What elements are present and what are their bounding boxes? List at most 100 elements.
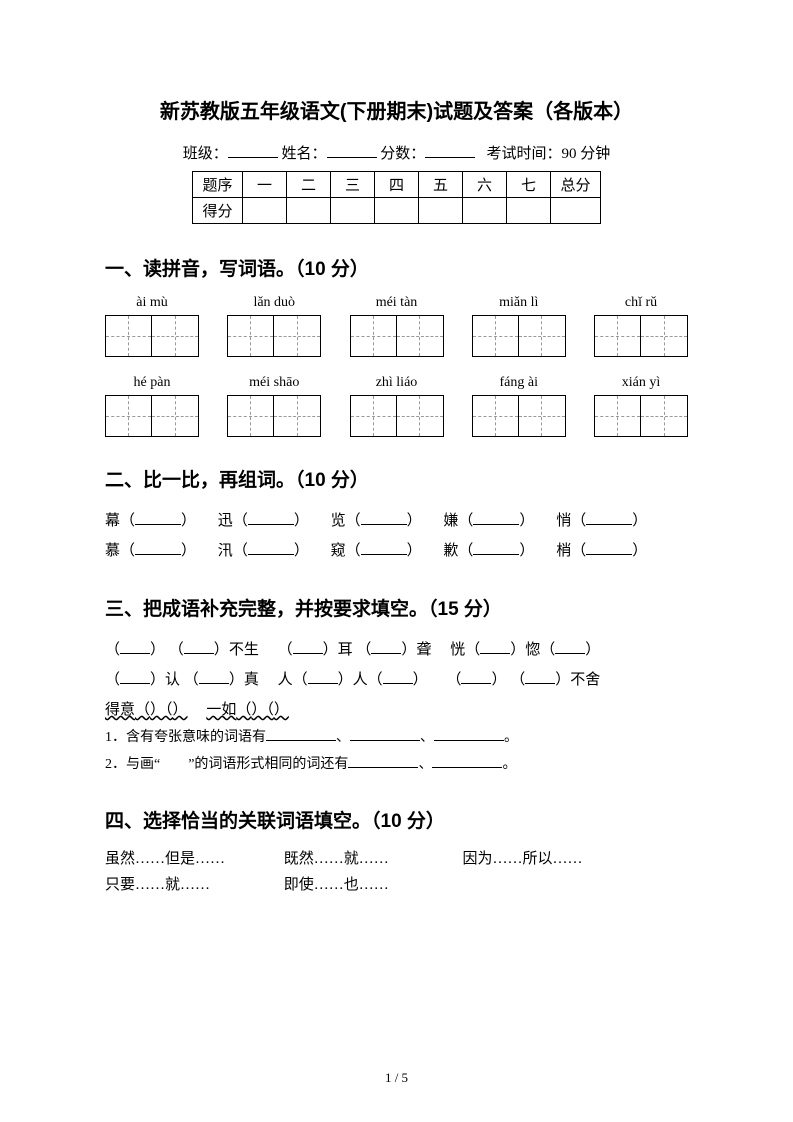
class-blank[interactable] xyxy=(228,144,278,158)
q2-blank[interactable] xyxy=(473,542,519,555)
name-label: 姓名： xyxy=(281,146,326,162)
q3-text: 人 xyxy=(278,672,293,688)
q3-sub-blank[interactable] xyxy=(350,727,420,741)
q2-line: 慕（） 汛（） 窥（） 歉（） 梢（） xyxy=(105,536,688,566)
q3-blank[interactable] xyxy=(480,641,510,654)
q3-sub2: 2．与画“ ”的词语形式相同的词还有、。 xyxy=(105,752,688,779)
q2-char: 歉 xyxy=(443,543,458,559)
student-info-line: 班级： 姓名： 分数： 考试时间：90 分钟 xyxy=(105,142,688,163)
q3-sub-blank[interactable] xyxy=(266,727,336,741)
q3-sub-blank[interactable] xyxy=(432,754,502,768)
q3-text: 认 xyxy=(165,672,180,688)
pinyin-row: ài mù lǎn duò méi tàn miǎn lì chǐ rǔ xyxy=(105,295,688,311)
pinyin-label: chǐ rǔ xyxy=(594,295,688,311)
q3-text: 不生 xyxy=(229,642,259,658)
char-box-pair[interactable] xyxy=(227,315,321,357)
q3-text: 得意 xyxy=(105,702,135,718)
score-cell[interactable] xyxy=(419,198,463,224)
name-blank[interactable] xyxy=(327,144,377,158)
score-cell[interactable] xyxy=(331,198,375,224)
pinyin-label: ài mù xyxy=(105,295,199,311)
q2-blank[interactable] xyxy=(248,512,294,525)
q3-sub1-suffix: 。 xyxy=(504,730,518,745)
score-cell[interactable] xyxy=(463,198,507,224)
q2-blank[interactable] xyxy=(135,542,181,555)
q3-blank[interactable] xyxy=(371,641,401,654)
char-box-row xyxy=(105,315,688,357)
char-box-pair[interactable] xyxy=(594,395,688,437)
q3-text: 一如 xyxy=(206,702,236,718)
pinyin-label: lǎn duò xyxy=(227,295,321,311)
page: 新苏教版五年级语文(下册期末)试题及答案（各版本） 班级： 姓名： 分数： 考试… xyxy=(0,0,793,1122)
q3-text: 惚 xyxy=(525,642,540,658)
q3-sub-blank[interactable] xyxy=(434,727,504,741)
q2-blank[interactable] xyxy=(248,542,294,555)
q2-blank[interactable] xyxy=(135,512,181,525)
score-header-label: 题序 xyxy=(193,172,243,198)
table-row: 得分 xyxy=(193,198,601,224)
q2-line: 幕（） 迅（） 览（） 嫌（） 悄（） xyxy=(105,506,688,536)
q2-char: 梢 xyxy=(556,543,571,559)
q3-blank[interactable] xyxy=(555,641,585,654)
q1-heading: 一、读拼音，写词语。（10 分） xyxy=(105,254,688,281)
q2-blank[interactable] xyxy=(473,512,519,525)
doc-title: 新苏教版五年级语文(下册期末)试题及答案（各版本） xyxy=(105,95,688,124)
char-box-pair[interactable] xyxy=(472,315,566,357)
char-box-pair[interactable] xyxy=(594,315,688,357)
q3-blank[interactable] xyxy=(199,671,229,684)
q3-sub1-text: 1．含有夸张意味的词语有 xyxy=(105,730,266,745)
pinyin-label: méi shāo xyxy=(227,375,321,391)
score-cell[interactable] xyxy=(375,198,419,224)
conj-option: 虽然……但是…… xyxy=(105,847,280,873)
score-cell[interactable] xyxy=(551,198,601,224)
char-box-pair[interactable] xyxy=(105,395,199,437)
score-col: 二 xyxy=(287,172,331,198)
score-table: 题序 一 二 三 四 五 六 七 总分 得分 xyxy=(192,171,601,224)
score-row-label: 得分 xyxy=(193,198,243,224)
score-cell[interactable] xyxy=(243,198,287,224)
char-box-pair[interactable] xyxy=(472,395,566,437)
q2-char: 览 xyxy=(331,513,346,529)
q3-blank[interactable] xyxy=(525,671,555,684)
table-row: 题序 一 二 三 四 五 六 七 总分 xyxy=(193,172,601,198)
pinyin-label: miǎn lì xyxy=(472,295,566,311)
q2-char: 汛 xyxy=(218,543,233,559)
score-col: 一 xyxy=(243,172,287,198)
q4-heading: 四、选择恰当的关联词语填空。（10 分） xyxy=(105,806,688,833)
q3-blank[interactable] xyxy=(461,671,491,684)
score-label: 分数： xyxy=(380,146,425,162)
pinyin-label: hé pàn xyxy=(105,375,199,391)
pinyin-label: méi tàn xyxy=(350,295,444,311)
q3-blank[interactable] xyxy=(184,641,214,654)
q2-blank[interactable] xyxy=(586,542,632,555)
conj-option: 只要……就…… xyxy=(105,873,280,899)
q3-blank[interactable] xyxy=(120,641,150,654)
q2-char: 慕 xyxy=(105,543,120,559)
q3-blank[interactable] xyxy=(308,671,338,684)
q2-blank[interactable] xyxy=(361,512,407,525)
score-col: 六 xyxy=(463,172,507,198)
q3-heading: 三、把成语补充完整，并按要求填空。（15 分） xyxy=(105,594,688,621)
pinyin-row: hé pàn méi shāo zhì liáo fáng ài xián yì xyxy=(105,375,688,391)
q2-blank[interactable] xyxy=(361,542,407,555)
score-col: 五 xyxy=(419,172,463,198)
score-blank[interactable] xyxy=(425,144,475,158)
q2-heading: 二、比一比，再组词。（10 分） xyxy=(105,465,688,492)
score-cell[interactable] xyxy=(507,198,551,224)
q3-blank[interactable] xyxy=(293,641,323,654)
q3-blank[interactable] xyxy=(120,671,150,684)
char-box-pair[interactable] xyxy=(227,395,321,437)
q2-blank[interactable] xyxy=(586,512,632,525)
score-col-total: 总分 xyxy=(551,172,601,198)
char-box-pair[interactable] xyxy=(350,315,444,357)
q3-line: 得意（）（） 一如（）（） xyxy=(105,695,688,725)
char-box-pair[interactable] xyxy=(105,315,199,357)
score-col: 四 xyxy=(375,172,419,198)
q3-line: （） （）不生 （）耳 （）聋 恍（）惚（） xyxy=(105,635,688,665)
q3-sub-blank[interactable] xyxy=(348,754,418,768)
conj-option: 因为……所以…… xyxy=(463,847,638,873)
char-box-pair[interactable] xyxy=(350,395,444,437)
q3-blank[interactable] xyxy=(383,671,413,684)
score-cell[interactable] xyxy=(287,198,331,224)
q2-char: 幕 xyxy=(105,513,120,529)
